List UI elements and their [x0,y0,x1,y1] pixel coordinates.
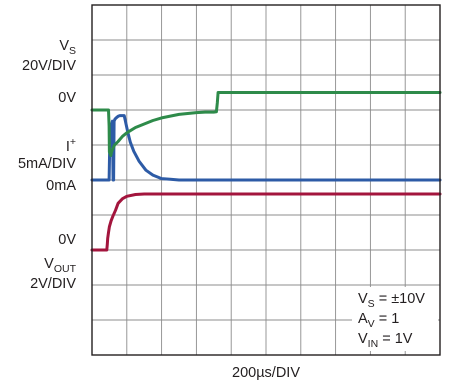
traces [90,91,442,252]
condition-gain: AV = 1 [358,311,399,330]
vs-channel-label: VS [59,38,76,57]
i-plus-channel-label: I+ [66,136,76,155]
vout-channel-label: VOUT [44,256,76,275]
x-axis-label: 200µs/DIV [232,365,300,381]
vs-trace [90,192,442,252]
i-plus-scale-label: 5mA/DIV [18,156,76,172]
plot-frame [91,4,441,356]
vs-ground-label: 0V [58,90,76,106]
vout-scale-label: 2V/DIV [30,276,76,292]
conditions-background [352,287,438,351]
vout-ground-label: 0V [58,232,76,248]
vs-scale-label: 20V/DIV [22,58,76,74]
vout-trace [90,91,442,157]
condition-supply-voltage: VS = ±10V [358,291,425,310]
i-plus-ground-label: 0mA [46,178,76,194]
i-plus-trace [90,114,442,182]
condition-input-voltage: VIN = 1V [358,331,413,350]
